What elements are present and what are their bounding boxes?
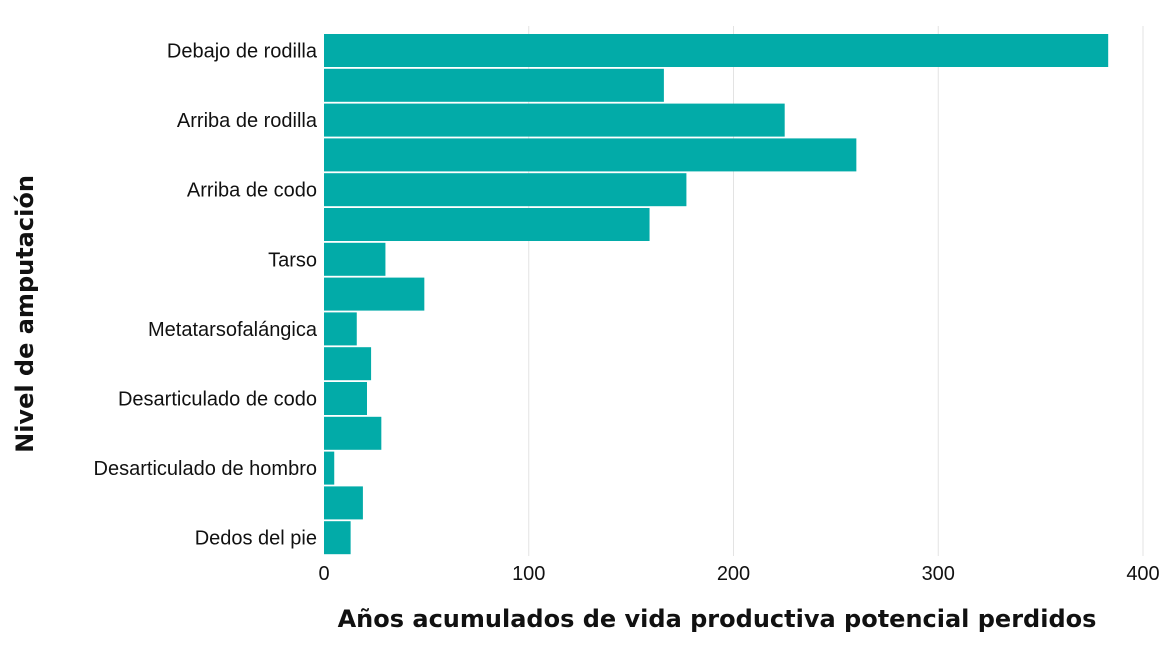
bar [324, 416, 382, 450]
x-tick-label: 200 [717, 563, 750, 585]
bar [324, 277, 425, 311]
bar [324, 242, 386, 276]
bar [324, 521, 351, 555]
category-label: Dedos del pie [195, 528, 317, 550]
category-label: Tarso [268, 249, 317, 271]
category-label: Metatarsofalángica [148, 319, 318, 341]
x-tick-label: 100 [512, 563, 545, 585]
x-tick-label: 400 [1126, 563, 1159, 585]
bar [324, 34, 1109, 67]
bars [324, 34, 1109, 555]
category-label: Desarticulado de codo [118, 389, 317, 411]
category-labels: Debajo de rodilla Arriba de rodilla Arriba… [94, 41, 318, 550]
bar [324, 382, 367, 415]
x-axis-title: Años acumulados de vida productiva poten… [338, 605, 1097, 633]
bar [324, 138, 857, 172]
category-label: Debajo de rodilla [167, 41, 318, 63]
bar [324, 486, 363, 520]
category-label: Arriba de rodilla [177, 110, 318, 132]
bar [324, 173, 687, 207]
x-tick-label: 0 [318, 563, 329, 585]
category-label: Arriba de codo [187, 180, 317, 202]
bar [324, 68, 664, 102]
x-tick-labels: 0 100 200 300 400 [318, 563, 1159, 585]
category-label: Desarticulado de hombro [94, 458, 317, 480]
bar [324, 312, 357, 346]
bar [324, 347, 372, 381]
bar [324, 103, 785, 137]
x-tick-label: 300 [922, 563, 955, 585]
bar [324, 208, 650, 241]
bar [324, 451, 335, 485]
y-axis-title: Nivel de amputación [11, 175, 39, 453]
